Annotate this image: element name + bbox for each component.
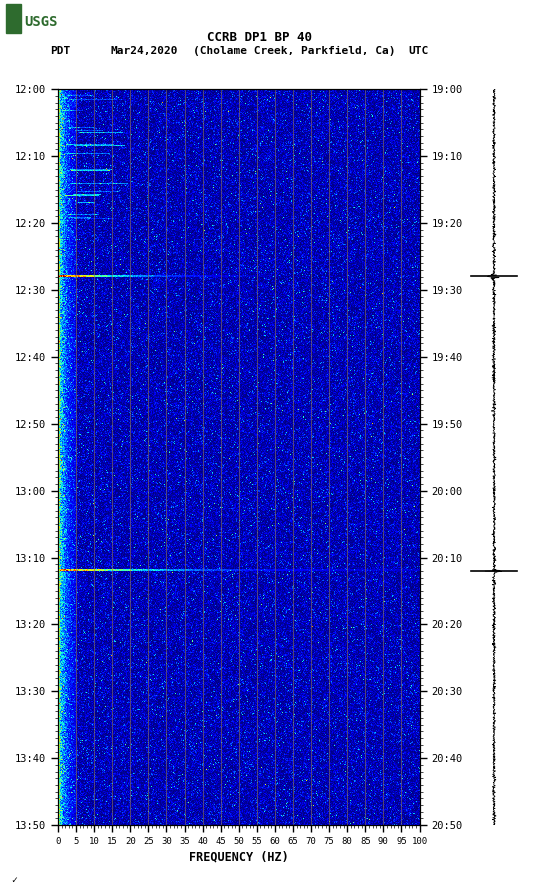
Text: (Cholame Creek, Parkfield, Ca): (Cholame Creek, Parkfield, Ca)	[193, 46, 396, 56]
X-axis label: FREQUENCY (HZ): FREQUENCY (HZ)	[189, 850, 289, 863]
Bar	[6, 4, 21, 33]
Text: USGS: USGS	[24, 15, 57, 29]
Text: ✓: ✓	[11, 875, 17, 885]
Text: CCRB DP1 BP 40: CCRB DP1 BP 40	[207, 31, 312, 45]
Text: UTC: UTC	[408, 46, 429, 56]
Text: Mar24,2020: Mar24,2020	[110, 46, 178, 56]
Text: PDT: PDT	[50, 46, 70, 56]
